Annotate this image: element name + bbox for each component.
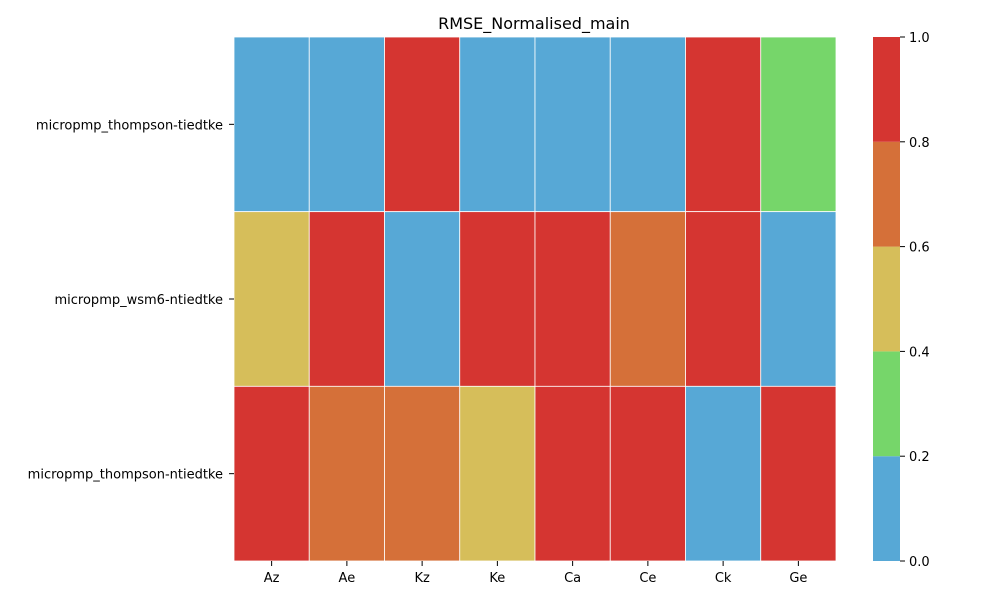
y-axis-ticks: micropmp_thompson-tiedtke micropmp_wsm6-n… <box>28 118 234 483</box>
heatmap-cell <box>233 385 310 562</box>
heatmap-cell <box>459 36 536 213</box>
y-tick-label: micropmp_thompson-ntiedtke <box>28 468 223 483</box>
heatmap-cell <box>233 211 310 387</box>
colorbar-bin <box>873 246 900 352</box>
y-tick-label: micropmp_thompson-tiedtke <box>36 118 223 133</box>
x-tick-label: Kz <box>414 571 430 586</box>
heatmap-cell <box>459 385 536 562</box>
y-tick-label: micropmp_wsm6-ntiedtke <box>55 293 224 308</box>
heatmap-cell <box>609 36 686 213</box>
colorbar-tick-label: 0.4 <box>909 345 930 360</box>
colorbar-tick-label: 1.0 <box>909 31 930 46</box>
colorbar-tick-label: 0.2 <box>909 450 930 465</box>
colorbar-bin <box>873 141 900 247</box>
heatmap-cell <box>685 36 762 213</box>
colorbar-tick-label: 0.0 <box>909 555 930 570</box>
x-tick-label: Ge <box>789 571 807 586</box>
heatmap-cell <box>384 36 461 213</box>
x-axis-ticks: Az Ae Kz Ke Ca Ce Ck Ge <box>264 561 807 586</box>
heatmap-cell <box>384 211 461 387</box>
heatmap-cell <box>760 211 837 387</box>
x-tick-label: Az <box>264 571 280 586</box>
x-tick-label: Ke <box>489 571 505 586</box>
heatmap-cell <box>459 211 536 387</box>
colorbar-bin <box>873 456 900 561</box>
heatmap-cell <box>760 36 837 213</box>
colorbar-bin <box>873 351 900 457</box>
x-tick-label: Ca <box>564 571 581 586</box>
x-tick-label: Ce <box>639 571 656 586</box>
heatmap-cell <box>534 211 611 387</box>
heatmap-cell <box>685 385 762 562</box>
heatmap-cell <box>534 385 611 562</box>
colorbar-bin <box>873 37 900 142</box>
heatmap-cell <box>685 211 762 387</box>
heatmap-cells <box>233 36 837 562</box>
heatmap-cell <box>384 385 461 562</box>
heatmap-cell <box>609 385 686 562</box>
chart-title: RMSE_Normalised_main <box>438 14 630 34</box>
heatmap-cell <box>609 211 686 387</box>
colorbar-tick-label: 0.6 <box>909 241 930 256</box>
heatmap-cell <box>233 36 310 213</box>
heatmap-cell <box>760 385 837 562</box>
heatmap-cell <box>308 211 385 387</box>
x-tick-label: Ck <box>715 571 732 586</box>
heatmap-cell <box>308 385 385 562</box>
heatmap-cell <box>308 36 385 213</box>
heatmap-cell <box>534 36 611 213</box>
colorbar: 0.0 0.2 0.4 0.6 0.8 1.0 <box>873 31 930 570</box>
x-tick-label: Ae <box>339 571 356 586</box>
colorbar-tick-label: 0.8 <box>909 136 930 151</box>
